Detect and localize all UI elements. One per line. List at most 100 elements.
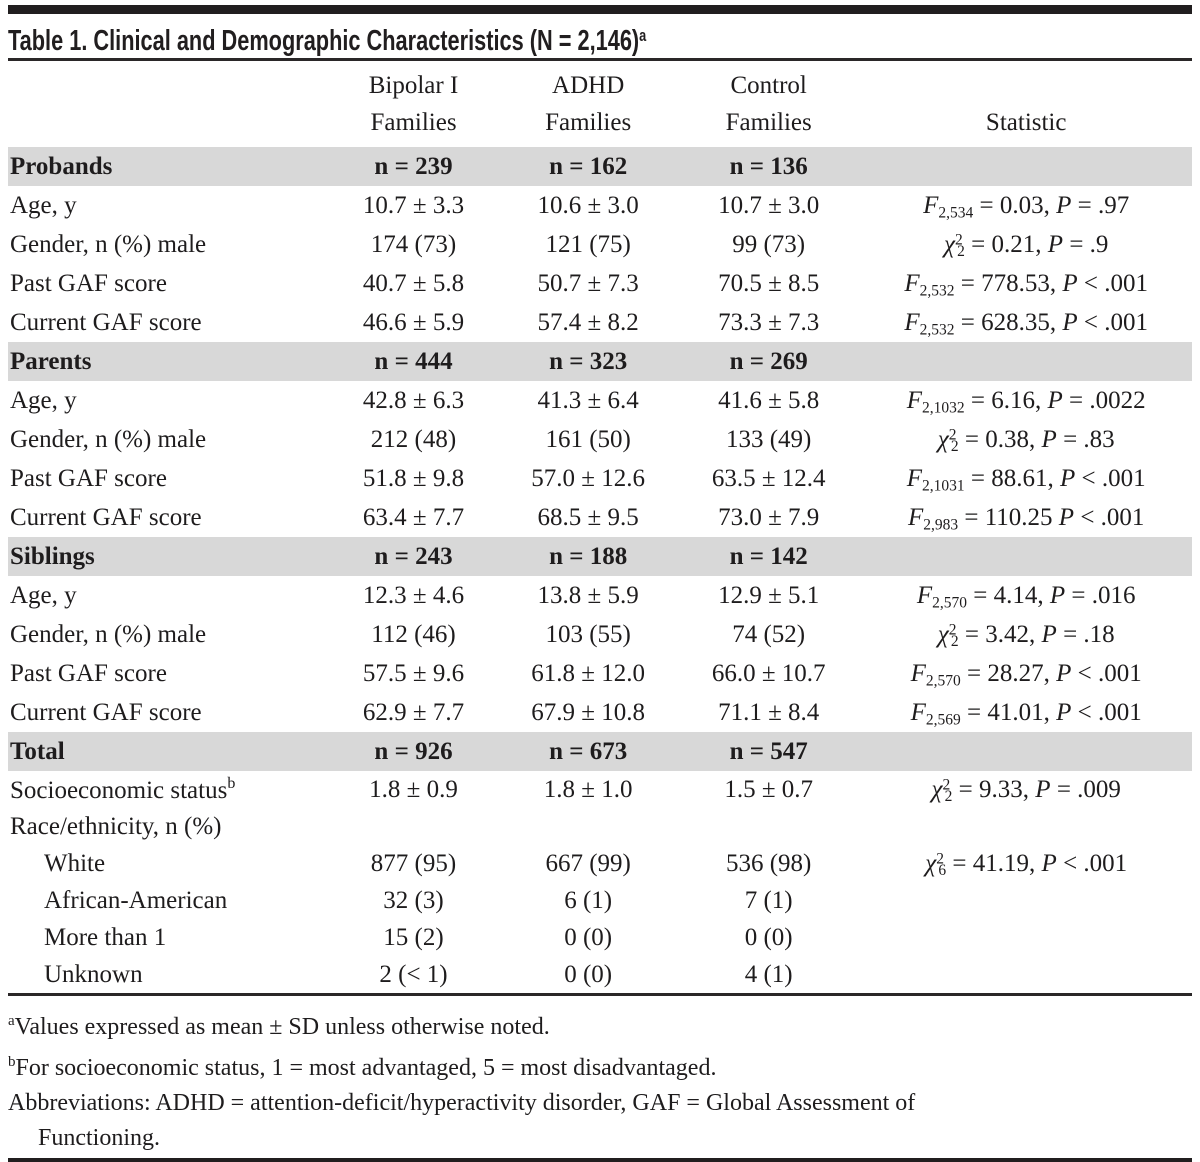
stat-subscript: 2,532 [919,321,955,339]
stat-subscript: 2,570 [925,672,961,690]
stat-text: = 41.01, [960,698,1057,726]
footnote-a: aValues expressed as mean ± SD unless ot… [8,1004,1192,1045]
stat-superscript: 2 [942,775,951,793]
table-row: Current GAF score 46.6 ± 5.9 57.4 ± 8.2 73.… [8,303,1192,342]
column-header-adhd-line1: ADHD [552,72,625,99]
row-label: Socioeconomic statusb [8,775,328,805]
value-cell: 67.9 ± 10.8 [531,698,645,726]
value-cell: 536 (98) [725,849,812,877]
value-cell: 62.9 ± 7.7 [362,698,465,726]
value-cell: 0 (0) [744,923,793,951]
column-header-control: Control Families [677,67,861,141]
row-label-text: Age, y [10,581,77,609]
value-cell: 71.1 ± 8.4 [718,698,820,726]
table-title: Table 1. Clinical and Demographic Charac… [8,14,1192,58]
row-label: Past GAF score [8,660,328,688]
section-band-probands: Probands n = 239 n = 162 n = 136 [8,147,1192,186]
value-cell: 7 (1) [744,886,793,914]
stat-symbol: P [1060,464,1076,492]
value-cell: 13.8 ± 5.9 [537,581,639,609]
stat-symbol: P [1049,581,1066,609]
footnote-a-text: Values expressed as mean ± SD unless oth… [14,1014,550,1040]
value-cell: 877 (95) [370,849,457,877]
section-count-cell: n = 444 [374,347,453,375]
stat-text: = .016 [1065,581,1136,609]
stat-cell: F2,983 = 110.25 P < .001 [860,504,1192,533]
value-cell: 61.8 ± 12.0 [531,659,645,687]
stat-text: < .001 [1077,269,1149,297]
table-row: Gender, n (%) male 174 (73) 121 (75) 99 (73… [8,225,1192,264]
row-label-text: Gender, n (%) male [10,230,207,258]
stat-symbol: χ [931,775,943,803]
value-cell: 57.5 ± 9.6 [362,659,465,687]
column-header-statistic-label: Statistic [985,109,1067,136]
table-row: Current GAF score 63.4 ± 7.7 68.5 ± 9.5 73.… [8,498,1192,537]
value-cell: 6 (1) [564,886,613,914]
stat-symbol: P [1062,308,1078,336]
row-label-text: Gender, n (%) male [10,620,207,648]
stat-text: = 28.27, [960,659,1057,687]
stat-cell: F2,569 = 41.01, P < .001 [860,698,1192,728]
value-cell: 174 (73) [370,230,457,258]
section-label: Parents [10,347,92,375]
statistic-expression: F2,534 = 0.03, P = .97 [923,191,1130,222]
stat-superscript: 2 [955,230,963,248]
stat-superscript: 2 [948,620,957,638]
stat-symbol: P [1047,230,1064,258]
statistic-expression: χ26 = 41.19, P < .001 [925,849,1127,880]
section-count-cell: n = 926 [374,737,453,765]
value-cell: 12.9 ± 5.1 [718,581,820,609]
stat-text: < .001 [1075,464,1146,492]
statistic-expression: F2,983 = 110.25 P < .001 [908,504,1144,533]
table-row: Gender, n (%) male 112 (46) 103 (55) 74 (52… [8,615,1192,654]
table-title-label: Table 1. Clinical and Demographic Charac… [8,25,640,57]
row-label: Age, y [8,582,328,610]
table-row: Unknown 2 (< 1) 0 (0) 4 (1) [8,956,1192,993]
value-cell: 41.6 ± 5.8 [718,386,820,414]
value-cell: 63.5 ± 12.4 [711,464,826,492]
row-label-text: Past GAF score [10,269,167,297]
stat-subscript: 2 [950,438,959,456]
value-cell: 0 (0) [564,923,613,951]
stat-symbol: P [1056,191,1072,219]
stat-symbol: P [1056,698,1072,726]
table-title-footnote-marker: a [639,26,647,45]
row-label: Gender, n (%) male [8,426,328,454]
stat-text: = 4.14, [967,581,1050,609]
value-cell: 121 (75) [545,230,631,258]
value-cell: 161 (50) [545,425,631,453]
value-cell: 41.3 ± 6.4 [537,386,639,414]
stat-cell: χ22 = 0.21, P = .9 [860,230,1192,260]
row-label-text: Current GAF score [10,698,202,726]
statistic-expression: F2,570 = 4.14, P = .016 [917,581,1136,611]
section-band-siblings: Siblings n = 243 n = 188 n = 142 [8,537,1192,576]
stat-symbol: P [1041,425,1057,453]
statistic-expression: χ22 = 0.38, P = .83 [938,425,1115,456]
section-siblings: Siblings n = 243 n = 188 n = 142 Age, y 12.3 … [8,537,1192,732]
footnote-abbreviations-line1: Abbreviations: ADHD = attention-deficit/… [8,1090,916,1116]
column-header-row: Bipolar I Families ADHD Families Control… [8,61,1192,147]
section-count-cell: n = 547 [729,737,808,765]
stat-subscript: 6 [938,862,947,880]
stat-text: = 778.53, [954,269,1063,297]
table-row: Age, y 12.3 ± 4.6 13.8 ± 5.9 12.9 ± 5.1 F2,5… [8,576,1192,615]
statistic-expression: F2,532 = 778.53, P < .001 [904,269,1149,299]
stat-symbol: P [1041,620,1057,648]
section-count-cell: n = 142 [729,542,808,570]
stat-symbol: F [910,659,926,687]
stat-superscript: 2 [936,849,944,867]
stat-text: = .97 [1071,191,1130,219]
value-cell: 2 (< 1) [379,960,448,988]
footnote-a-marker: a [8,1013,15,1029]
row-label: Unknown [8,961,328,989]
row-label-text: Socioeconomic status [10,776,228,804]
row-label-text: Unknown [44,960,143,988]
column-header-statistic: Statistic [860,104,1192,141]
value-cell: 51.8 ± 9.8 [362,464,465,492]
value-cell: 667 (99) [545,849,631,877]
stat-subscript: 2,534 [938,204,974,222]
stat-text: = 41.19, [946,849,1042,877]
section-count-cell: n = 673 [549,737,628,765]
footnote-b: bFor socioeconomic status, 1 = most adva… [8,1045,1192,1086]
column-header-control-line1: Control [730,72,807,99]
